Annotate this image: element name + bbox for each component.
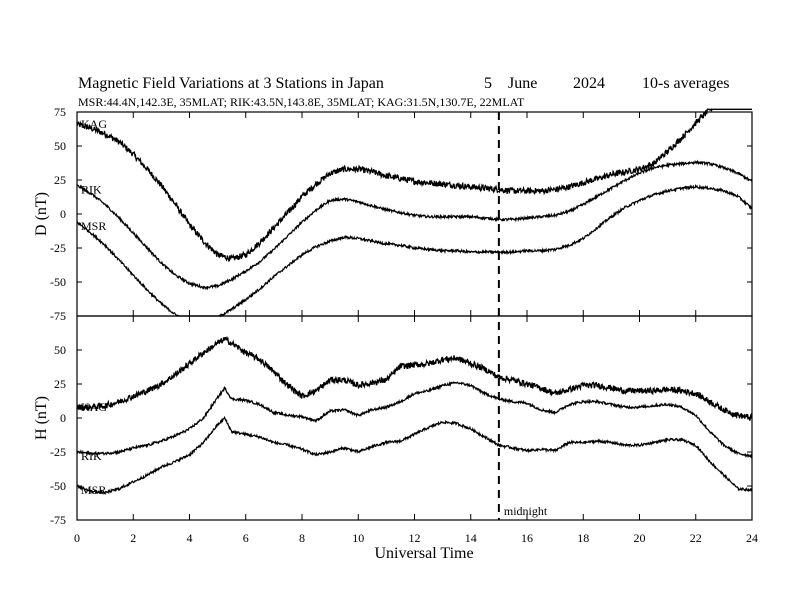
series-line-msr [76,415,753,496]
x-axis-label: Universal Time [374,545,473,562]
chart-month: June [508,75,537,92]
y-tick-label: 50 [54,343,66,357]
x-tick-label: 0 [74,531,80,545]
y-tick-label: 0 [60,207,66,221]
x-tick-label: 20 [634,531,646,545]
series-label-msr: MSR [81,483,106,497]
y-tick-label: -50 [50,275,66,289]
x-tick-label: 8 [299,531,305,545]
chart-year: 2024 [573,75,605,92]
series-label-kag: KAG [81,400,107,414]
y-tick-label: -25 [50,445,66,459]
series-label-kag: KAG [81,117,107,131]
x-tick-label: 6 [243,531,249,545]
chart-title: Magnetic Field Variations at 3 Stations … [78,75,384,92]
y-tick-label: 75 [54,105,66,119]
y-tick-label: -75 [50,513,66,527]
y-tick-label: -75 [50,309,66,323]
x-tick-label: 14 [465,531,477,545]
y-tick-label: -50 [50,479,66,493]
panel-h: 50 25 0 -25 -50 -75 H (nT) KAG RIK MSR [33,315,753,527]
panel-frame [76,315,753,521]
x-tick-label: 10 [352,531,364,545]
y-tick-label: 0 [60,411,66,425]
x-tick-label: 12 [409,531,421,545]
series-line-msr [76,183,753,318]
series-label-rik: RIK [81,449,102,463]
x-tick-label: 24 [746,531,758,545]
y-axis-label: D (nT) [33,192,50,236]
y-tick-label: 50 [54,139,66,153]
y-tick-label: 25 [54,377,66,391]
chart-averaging: 10-s averages [642,75,730,92]
series-label-msr: MSR [81,219,106,233]
midnight-label: midnight [504,504,548,518]
x-tick-label: 2 [130,531,136,545]
x-tick-label: 22 [690,531,702,545]
station-coordinates: MSR:44.4N,142.3E, 35MLAT; RIK:43.5N,143.… [78,95,525,109]
series-label-rik: RIK [81,182,102,196]
series-line-rik [76,159,753,291]
y-tick-label: -25 [50,241,66,255]
series-line-rik [76,380,753,459]
x-tick-label: 18 [577,531,589,545]
x-axis-ticks: 0 2 4 6 8 10 12 14 16 18 20 22 24 [74,112,758,545]
x-tick-label: 16 [521,531,533,545]
chart-day: 5 [484,75,492,92]
series-line-kag [76,335,753,421]
series-line-kag [76,108,752,263]
y-tick-label: 25 [54,173,66,187]
y-axis-label: H (nT) [33,396,50,440]
x-tick-label: 4 [187,531,193,545]
panel-d: 75 50 25 0 -25 -50 -75 D (nT) KAG RIK MSR [33,105,753,323]
